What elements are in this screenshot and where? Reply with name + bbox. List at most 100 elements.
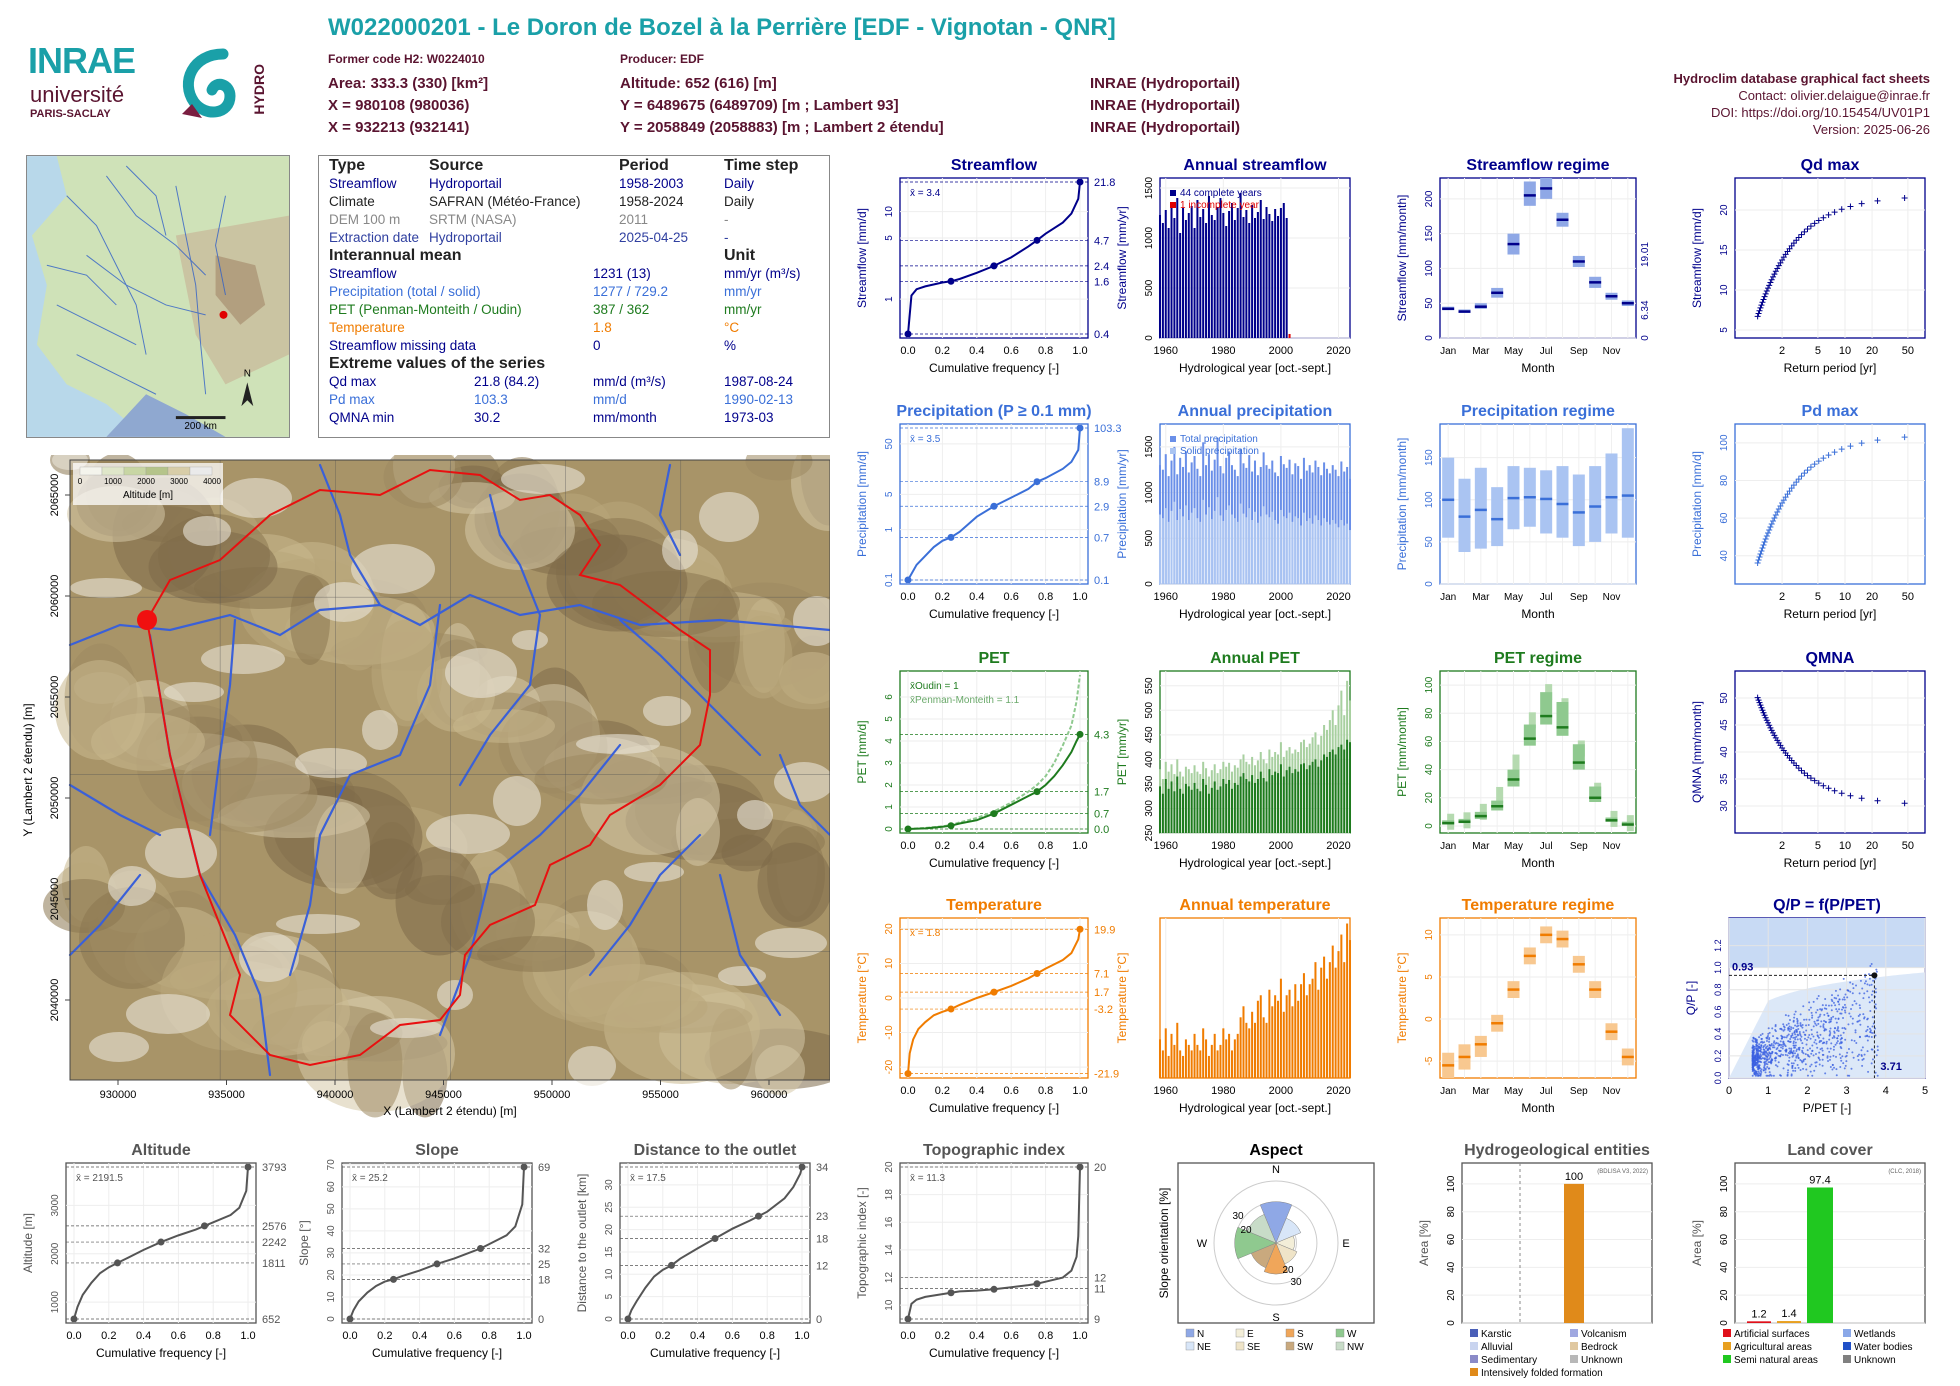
qp_ppet-point [1840,1008,1843,1011]
qp_ppet-point [1790,1074,1793,1077]
extreme-label: Qd max [329,374,377,389]
x-axis-label: X (Lambert 2 étendu) [m] [383,1104,516,1118]
qp_ppet-point [1792,1069,1795,1072]
temp_cdf-xlabel: Cumulative frequency [-] [929,1101,1059,1115]
snow-patch [426,814,510,854]
precip_regime-xtick: Nov [1603,592,1621,603]
snow-patch [662,530,698,570]
qmna-title: QMNA [1806,650,1855,667]
annual_streamflow-bar [1253,218,1257,338]
distance_cdf-xtick: 1.0 [794,1330,809,1342]
annual_precip-solid-bar [1348,530,1352,584]
qp_ppet-point [1768,1074,1771,1077]
annual_pet-bar [1343,749,1346,833]
qp_ppet-point [1799,1034,1802,1037]
annual_temp-bar [1308,984,1311,1078]
qp_ppet-point [1874,987,1877,990]
qp_ppet-point [1756,1051,1759,1054]
mean-unit: mm/yr [724,302,762,317]
annual_temp-bar [1245,1022,1248,1078]
qd_max-point [1801,228,1808,235]
precip_cdf-rtick: 0.7 [1094,532,1109,544]
qp_ppet-point [1759,1053,1762,1056]
streamflow_cdf-rtick: 1.6 [1094,276,1109,288]
qp_ppet-point [1805,1043,1808,1046]
annual_precip-ytick: 500 [1144,530,1155,547]
streamflow_regime-rtick: 0 [1640,335,1651,341]
annual_temp-bar [1274,995,1277,1078]
qp_ppet-point [1865,1030,1868,1033]
annual_pet-bar [1245,779,1248,833]
streamflow_cdf-mean: x̄ = 3.4 [910,188,941,199]
north-label: N [244,368,251,379]
doi-link[interactable]: DOI: https://doi.org/10.15454/UV01P1 [1711,105,1930,120]
annual_temp-bar [1348,940,1352,1078]
annual_precip-solid-bar [1311,523,1314,584]
qp_ppet-point [1810,1028,1813,1031]
slope_cdf-xlabel: Cumulative frequency [-] [372,1346,502,1360]
annual_temp-bar [1262,1017,1265,1078]
topo_cdf-point [990,1285,998,1293]
qp_ppet-point [1811,1049,1814,1052]
qp_ppet-point [1826,1012,1829,1015]
qp_ppet-point [1840,1037,1843,1040]
qp_ppet-point [1830,994,1833,997]
annual_pet-bar [1320,760,1323,833]
temp_cdf-ytick: 10 [884,957,895,969]
topo_cdf-ytick: 12 [884,1272,895,1284]
precip_regime-box [1589,466,1602,542]
qp_ppet-ytick: 0.6 [1713,1006,1723,1019]
legend-tick: 4000 [203,477,221,486]
qp_ppet-point [1783,1028,1786,1031]
annual_temp-bar [1294,984,1297,1078]
distance_cdf-ytick: 25 [604,1201,615,1213]
annual_precip-legend-swatch [1170,436,1176,442]
snow-patch [295,748,367,778]
extreme-unit: mm/d [593,392,627,407]
table-row-cell: Extraction date [329,230,420,245]
temp_regime-xtick: Jan [1440,1086,1456,1097]
land_cover-ytick: 100 [1719,1175,1730,1192]
distance_cdf-xtick: 0.4 [690,1330,705,1342]
qp_ppet-point [1851,1022,1854,1025]
source-1: INRAE (Hydroportail) [1090,75,1240,92]
mean-label: Precipitation (total / solid) [329,284,481,299]
qp_ppet-point [1843,1009,1846,1012]
qp_ppet-point [1845,1060,1848,1063]
annual_precip-solid-bar [1334,523,1337,584]
annual_pet-title: Annual PET [1210,650,1300,667]
qp_ppet-point [1782,1040,1785,1043]
temp_regime-ylabel: Temperature [°C] [1395,953,1409,1044]
aspect-legend-label: E [1247,1329,1254,1340]
legend-tick: 2000 [137,477,155,486]
annual_precip-solid-bar [1314,515,1317,584]
qp_ppet-point [1766,1058,1769,1061]
qp_ppet-point [1858,1036,1861,1039]
annual_streamflow-bar [1190,206,1193,338]
db-title: Hydroclim database graphical fact sheets [1673,71,1930,86]
annual_precip-title: Annual precipitation [1178,403,1333,420]
qp_ppet-point [1774,1029,1777,1032]
legend-tick: 3000 [170,477,188,486]
annual_streamflow-bar [1251,205,1254,338]
qp_ppet-point [1790,1036,1793,1039]
slope_cdf-rtick: 0 [538,1314,544,1326]
qp_ppet-point [1822,1024,1825,1027]
qp_ppet-point [1761,1032,1764,1035]
pet_regime-title: PET regime [1494,650,1582,667]
hydrogeology-legend-label: Volcanism [1581,1329,1627,1340]
qp_ppet-point [1847,1048,1850,1051]
qp_ppet-point [1774,1059,1777,1062]
qp_ppet-point [1780,1043,1783,1046]
aspect-sector [1275,1217,1302,1244]
aspect-ring-label: 20 [1282,1265,1294,1276]
hydrogeology-legend-label: Bedrock [1581,1342,1619,1353]
annual_temp-bar [1256,1000,1259,1078]
temp_cdf-point [904,1070,912,1078]
pd_max-ytick: 100 [1719,434,1730,451]
qp_ppet-chart: Q/P = f(P/PET)P/PET [-]Q/P [-]0 1 2 3 4 50.00… [1684,897,1928,1115]
annual_pet-bar [1271,775,1274,833]
pet_regime-ylabel: PET [mm/month] [1395,707,1409,797]
qp_ppet-point [1857,1020,1860,1023]
